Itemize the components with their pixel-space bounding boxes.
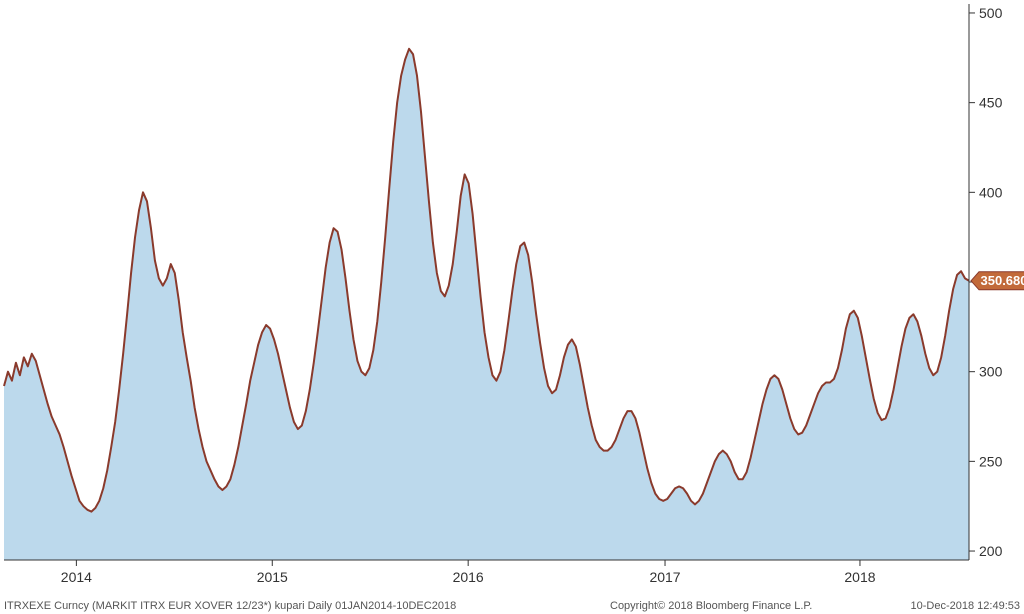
last-value-label: 350.680 <box>981 273 1024 288</box>
y-tick-label: 250 <box>979 453 1003 469</box>
y-tick-label: 400 <box>979 184 1003 200</box>
chart-svg: 2002503003504004505002014201520162017201… <box>0 0 1024 614</box>
y-tick-label: 200 <box>979 543 1003 559</box>
x-tick-label: 2015 <box>257 569 288 585</box>
chart-container: 2002503003504004505002014201520162017201… <box>0 0 1024 614</box>
footer-right: 10-Dec-2018 12:49:53 <box>911 600 1020 612</box>
footer-center: Copyright© 2018 Bloomberg Finance L.P. <box>610 600 812 612</box>
y-tick-label: 500 <box>979 5 1003 21</box>
footer-left: ITRXEXE Curncy (MARKIT ITRX EUR XOVER 12… <box>4 600 456 612</box>
y-tick-label: 300 <box>979 364 1003 380</box>
x-tick-label: 2017 <box>649 569 680 585</box>
x-tick-label: 2018 <box>844 569 875 585</box>
y-tick-label: 450 <box>979 95 1003 111</box>
x-tick-label: 2016 <box>453 569 484 585</box>
x-tick-label: 2014 <box>61 569 92 585</box>
